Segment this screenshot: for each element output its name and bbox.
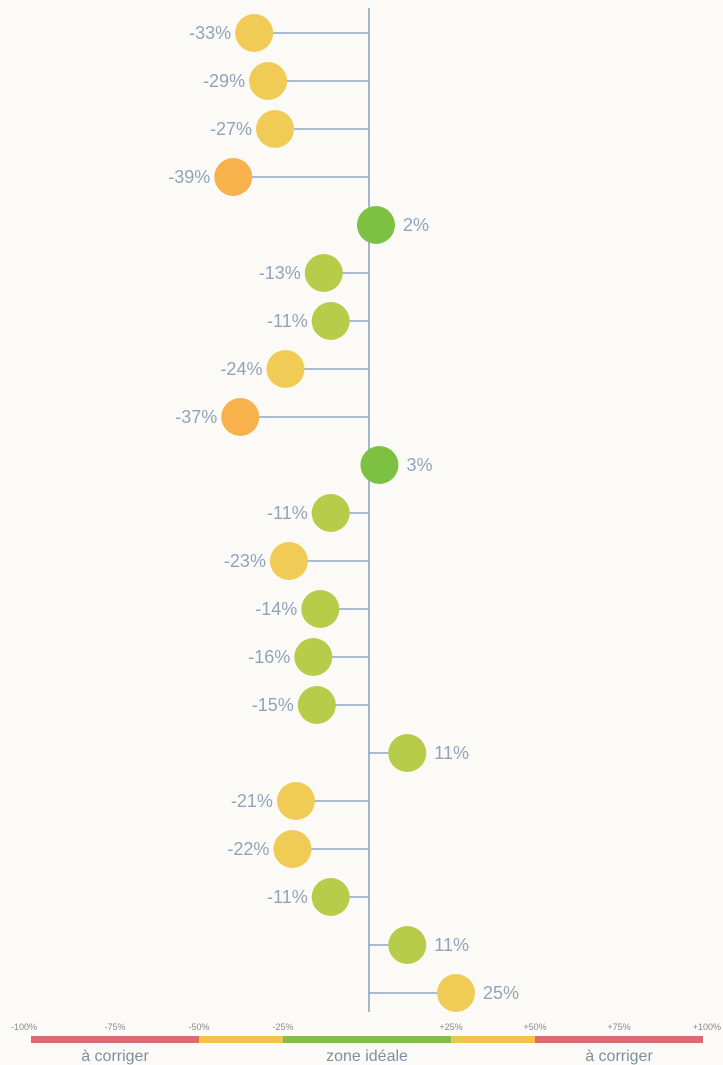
data-point bbox=[311, 302, 350, 340]
data-row: -11% bbox=[267, 494, 369, 532]
data-row: 2% bbox=[356, 206, 429, 244]
zone-bar-segment bbox=[451, 1036, 535, 1043]
tick-label: +75% bbox=[607, 1022, 630, 1032]
zone-bar-segment bbox=[535, 1036, 703, 1043]
value-label: 3% bbox=[406, 455, 432, 475]
value-label: 25% bbox=[483, 983, 519, 1003]
zone-bar-segment bbox=[31, 1036, 199, 1043]
data-point bbox=[388, 734, 427, 772]
value-label: -11% bbox=[267, 503, 308, 523]
data-point bbox=[294, 638, 333, 676]
data-point bbox=[256, 110, 295, 148]
data-point bbox=[214, 158, 253, 196]
zone-bar-segment bbox=[199, 1036, 283, 1043]
value-label: -27% bbox=[210, 119, 252, 139]
value-label: -29% bbox=[203, 71, 245, 91]
value-label: -23% bbox=[224, 551, 266, 571]
data-point bbox=[301, 590, 340, 628]
value-label: 2% bbox=[403, 215, 429, 235]
data-row: -24% bbox=[220, 350, 369, 388]
value-label: -11% bbox=[267, 887, 308, 907]
value-label: -14% bbox=[255, 599, 297, 619]
zone-scale: à corriger zone idéale à corriger -100% -75%… bbox=[11, 1022, 721, 1065]
data-point bbox=[249, 62, 288, 100]
value-label: -11% bbox=[267, 311, 308, 331]
tick-label: -75% bbox=[104, 1022, 125, 1032]
zone-label: zone idéale bbox=[326, 1048, 408, 1065]
data-row: -11% bbox=[267, 302, 369, 340]
data-point bbox=[437, 974, 475, 1012]
value-label: 11% bbox=[434, 935, 469, 955]
zone-bar-segment bbox=[283, 1036, 451, 1043]
value-label: -39% bbox=[168, 167, 210, 187]
tick-label: -50% bbox=[188, 1022, 209, 1032]
data-point bbox=[269, 542, 308, 580]
zone-label: à corriger bbox=[81, 1048, 149, 1065]
value-label: -15% bbox=[252, 695, 294, 715]
value-label: -22% bbox=[227, 839, 269, 859]
data-point bbox=[311, 494, 350, 532]
data-row: -14% bbox=[255, 590, 369, 628]
data-point bbox=[221, 398, 260, 436]
data-row: -29% bbox=[203, 62, 369, 100]
data-row: 25% bbox=[369, 974, 519, 1012]
value-label: -33% bbox=[189, 23, 231, 43]
data-row: -37% bbox=[175, 398, 369, 436]
data-point bbox=[273, 830, 312, 868]
data-row: -22% bbox=[227, 830, 369, 868]
data-point bbox=[304, 254, 343, 292]
value-label: -21% bbox=[231, 791, 273, 811]
tick-label: +100% bbox=[693, 1022, 721, 1032]
data-point bbox=[360, 446, 399, 484]
data-row: -16% bbox=[248, 638, 369, 676]
value-label: -13% bbox=[259, 263, 301, 283]
tick-label: +25% bbox=[439, 1022, 462, 1032]
data-row: -13% bbox=[259, 254, 369, 292]
tick-label: +50% bbox=[523, 1022, 546, 1032]
value-label: -37% bbox=[175, 407, 217, 427]
data-row: -23% bbox=[224, 542, 369, 580]
data-point bbox=[266, 350, 305, 388]
data-point bbox=[276, 782, 315, 820]
data-row: 11% bbox=[369, 926, 469, 964]
value-label: -24% bbox=[220, 359, 262, 379]
data-row: -11% bbox=[267, 878, 369, 916]
data-row: 3% bbox=[360, 446, 432, 484]
value-label: -16% bbox=[248, 647, 290, 667]
data-rows: -33% -29% -27% -39% 2% -13% -11% -24% -37% 3% -11%… bbox=[168, 14, 519, 1012]
zone-label: à corriger bbox=[585, 1048, 653, 1065]
data-row: -33% bbox=[189, 14, 369, 52]
data-point bbox=[235, 14, 274, 52]
tick-label: -100% bbox=[11, 1022, 37, 1032]
data-row: -21% bbox=[231, 782, 369, 820]
data-row: -15% bbox=[252, 686, 369, 724]
data-row: -27% bbox=[210, 110, 369, 148]
data-point bbox=[311, 878, 350, 916]
data-point bbox=[297, 686, 336, 724]
value-label: 11% bbox=[434, 743, 469, 763]
data-row: 11% bbox=[369, 734, 469, 772]
data-point bbox=[356, 206, 395, 244]
tick-label: -25% bbox=[272, 1022, 293, 1032]
data-row: -39% bbox=[168, 158, 369, 196]
data-point bbox=[388, 926, 427, 964]
